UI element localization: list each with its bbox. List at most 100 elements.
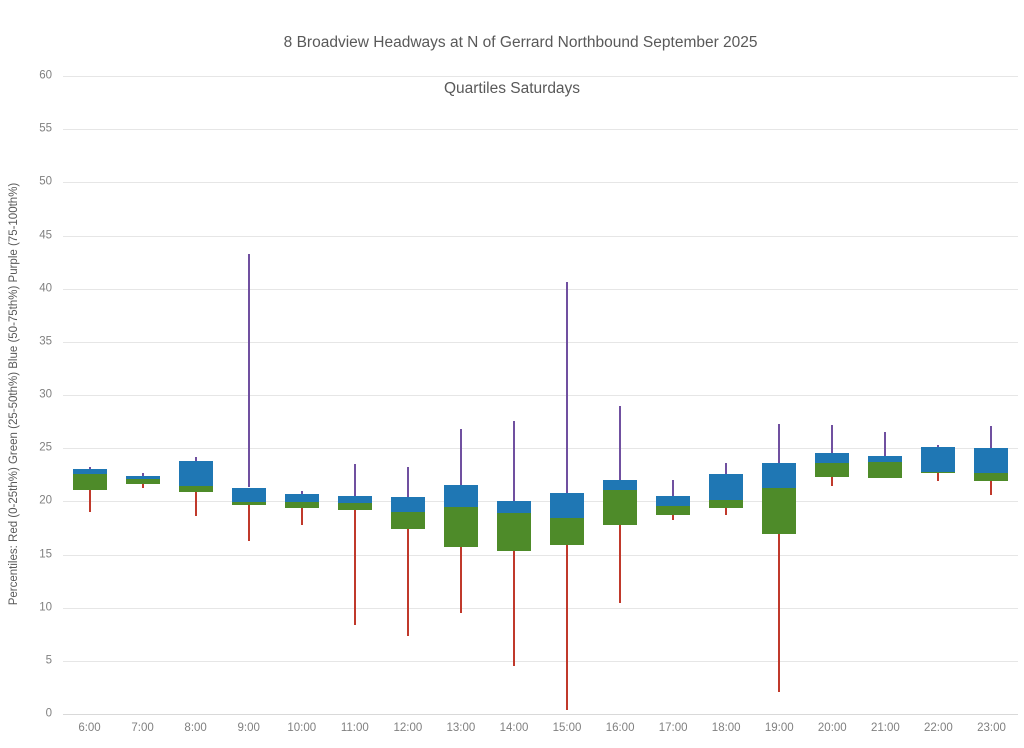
box-lower-green bbox=[231, 502, 266, 505]
box-upper-blue bbox=[178, 460, 213, 487]
box-lower-green bbox=[921, 471, 956, 473]
x-axis-tick-label: 16:00 bbox=[605, 722, 635, 734]
x-axis-tick-label: 19:00 bbox=[764, 722, 794, 734]
x-axis-tick-label: 13:00 bbox=[446, 722, 476, 734]
box-upper-blue bbox=[762, 463, 797, 488]
box-upper-blue bbox=[390, 497, 425, 512]
box-upper-blue bbox=[974, 448, 1009, 473]
y-axis-tick-label: 20 bbox=[39, 494, 52, 507]
x-axis-tick-label: 11:00 bbox=[340, 722, 369, 734]
box-upper-blue bbox=[815, 453, 850, 464]
upper-whisker-purple bbox=[88, 467, 91, 470]
y-axis-tick-label: 25 bbox=[39, 441, 52, 454]
x-axis-tick-label: 12:00 bbox=[393, 722, 423, 734]
x-axis-tick-label: 17:00 bbox=[658, 722, 688, 734]
y-axis-tick-label: 35 bbox=[39, 335, 52, 348]
upper-whisker-purple bbox=[831, 424, 834, 454]
y-axis-tick-label: 45 bbox=[39, 228, 52, 241]
y-axis-tick-label: 15 bbox=[39, 547, 52, 560]
lower-whisker-red bbox=[88, 489, 91, 512]
gridline bbox=[63, 341, 1018, 343]
y-axis-tick-label: 0 bbox=[45, 707, 52, 720]
y-axis-tick-label: 55 bbox=[39, 122, 52, 135]
lower-whisker-red bbox=[566, 544, 569, 710]
box-lower-green bbox=[709, 500, 744, 508]
box-lower-green bbox=[656, 505, 691, 516]
box-lower-green bbox=[337, 503, 372, 510]
lower-whisker-red bbox=[937, 472, 940, 482]
upper-whisker-purple bbox=[937, 444, 940, 448]
upper-whisker-purple bbox=[884, 432, 887, 456]
x-axis-tick-label: 18:00 bbox=[711, 722, 741, 734]
upper-whisker-purple bbox=[566, 282, 569, 493]
lower-whisker-red bbox=[300, 507, 303, 525]
box-upper-blue bbox=[709, 473, 744, 501]
box-lower-green bbox=[550, 518, 585, 545]
gridline bbox=[63, 554, 1018, 556]
box-upper-blue bbox=[603, 480, 638, 490]
box-upper-blue bbox=[125, 475, 160, 479]
box-lower-green bbox=[868, 461, 903, 478]
upper-whisker-purple bbox=[512, 420, 515, 502]
box-upper-blue bbox=[72, 469, 107, 474]
upper-whisker-purple bbox=[619, 405, 622, 481]
x-axis-tick-label: 14:00 bbox=[499, 722, 529, 734]
upper-whisker-purple bbox=[725, 463, 728, 474]
y-axis-tick-label: 5 bbox=[45, 654, 52, 667]
x-axis-tick-label: 8:00 bbox=[184, 722, 207, 734]
chart-title-line1: 8 Broadview Headways at N of Gerrard Nor… bbox=[283, 34, 758, 51]
lower-whisker-red bbox=[990, 481, 993, 495]
gridline bbox=[63, 607, 1018, 609]
chart-title: 8 Broadview Headways at N of Gerrard Nor… bbox=[0, 8, 1024, 146]
box-upper-blue bbox=[337, 496, 372, 504]
lower-whisker-red bbox=[459, 547, 462, 613]
upper-whisker-purple bbox=[672, 480, 675, 496]
y-axis-tick-label: 30 bbox=[39, 388, 52, 401]
lower-whisker-red bbox=[831, 476, 834, 487]
box-lower-green bbox=[762, 487, 797, 535]
gridline bbox=[63, 182, 1018, 184]
x-axis-tick-label: 9:00 bbox=[237, 722, 260, 734]
lower-whisker-red bbox=[247, 504, 250, 541]
gridline bbox=[63, 235, 1018, 237]
upper-whisker-purple bbox=[990, 425, 993, 449]
plot-area: 0 5 10 15 20 25 30 35 40 45 50 55 60 bbox=[39, 70, 1018, 719]
box-lower-green bbox=[178, 486, 213, 492]
y-axis-tick-label: 50 bbox=[39, 175, 52, 188]
lower-whisker-red bbox=[619, 524, 622, 604]
box-lower-green bbox=[72, 473, 107, 490]
x-axis-tick-label: 20:00 bbox=[817, 722, 847, 734]
box-lower-green bbox=[974, 472, 1009, 482]
x-axis-tick-label: 6:00 bbox=[78, 722, 101, 734]
gridline bbox=[63, 76, 1018, 77]
box-lower-green bbox=[390, 511, 425, 529]
x-axis-line bbox=[63, 714, 1018, 715]
x-axis-tick-label: 21:00 bbox=[870, 722, 900, 734]
gridline bbox=[63, 501, 1018, 503]
y-axis-tick-label: 60 bbox=[39, 69, 52, 82]
x-axis-tick-label: 23:00 bbox=[977, 722, 1006, 734]
box-lower-green bbox=[125, 479, 160, 485]
box-upper-blue bbox=[284, 493, 319, 503]
upper-whisker-purple bbox=[194, 456, 197, 461]
y-axis-tick-label: 10 bbox=[39, 600, 52, 613]
x-axis-tick-label: 22:00 bbox=[924, 722, 953, 734]
lower-whisker-red bbox=[778, 534, 781, 692]
lower-whisker-red bbox=[672, 515, 675, 521]
box-upper-blue bbox=[656, 496, 691, 506]
upper-whisker-purple bbox=[300, 490, 303, 494]
gridline bbox=[63, 129, 1018, 131]
box-upper-blue bbox=[496, 501, 531, 514]
upper-whisker-purple bbox=[247, 253, 250, 488]
box-lower-green bbox=[815, 463, 850, 477]
upper-whisker-purple bbox=[353, 464, 356, 496]
upper-whisker-purple bbox=[778, 423, 781, 464]
box-upper-blue bbox=[443, 485, 478, 507]
lower-whisker-red bbox=[194, 491, 197, 517]
lower-whisker-red bbox=[141, 484, 144, 488]
lower-whisker-red bbox=[725, 507, 728, 516]
x-axis-tick-label: 15:00 bbox=[552, 722, 582, 734]
x-axis-tick-label: 10:00 bbox=[287, 722, 317, 734]
box-lower-green bbox=[284, 502, 319, 508]
